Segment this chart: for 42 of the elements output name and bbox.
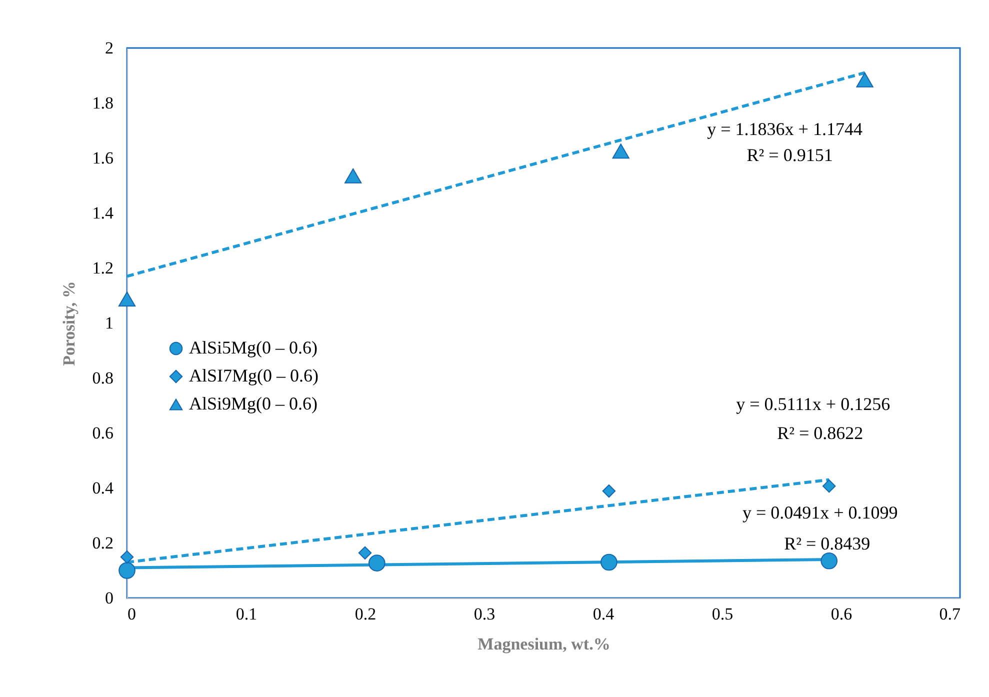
y-tick-label: 0.4: [92, 478, 114, 498]
x-tick-label: 0.2: [354, 604, 376, 624]
x-tick-label: 0.5: [712, 604, 734, 624]
annotation: R² = 0.8622: [777, 422, 864, 443]
point: [820, 552, 838, 570]
y-tick-label: 1.4: [92, 204, 114, 222]
y-axis-title: Porosity, %: [59, 281, 78, 366]
point: [856, 72, 874, 88]
point: [612, 144, 630, 159]
point: [118, 292, 136, 307]
point: [358, 546, 372, 560]
point: [118, 562, 136, 579]
point: [822, 479, 836, 493]
legend-label: AlSi5Mg(0 – 0.6): [189, 338, 318, 358]
y-tick-label: 2: [105, 38, 114, 58]
annotation: y = 1.1836x + 1.1744: [707, 118, 862, 139]
y-tick-label: 0.6: [92, 424, 114, 442]
x-tick-label: 0.6: [830, 604, 852, 624]
point: [600, 554, 618, 571]
x-tick-label: 0.1: [236, 604, 258, 624]
x-tick-label: 0.4: [592, 604, 615, 624]
annotation: y = 0.0491x + 0.1099: [742, 502, 898, 522]
y-tick-label: 0.2: [92, 534, 114, 552]
point: [368, 554, 386, 572]
legend-label: AlSi9Mg(0 – 0.6): [189, 394, 318, 414]
x-tick-label: 0.3: [474, 604, 496, 624]
point: [602, 484, 616, 498]
x-tick-label: 0: [128, 604, 136, 624]
y-tick-label: 1: [105, 314, 114, 332]
point: [344, 168, 362, 184]
legend-label: AlSI7Mg(0 – 0.6): [189, 366, 319, 386]
annotation: R² = 0.8439: [784, 534, 870, 554]
x-tick-label: 0.7: [939, 604, 961, 624]
annotation: R² = 0.9151: [746, 144, 833, 165]
point: [120, 550, 134, 564]
y-tick-label: 1.6: [92, 148, 114, 168]
y-tick-label: 0.8: [92, 368, 114, 388]
y-tick-label: 1.8: [92, 94, 114, 112]
x-axis-title: Magnesium, wt.%: [478, 634, 610, 654]
y-tick-label: 1.2: [92, 258, 114, 278]
annotation: y = 0.5111x + 0.1256: [736, 394, 890, 414]
y-tick-label: 0: [105, 588, 114, 608]
